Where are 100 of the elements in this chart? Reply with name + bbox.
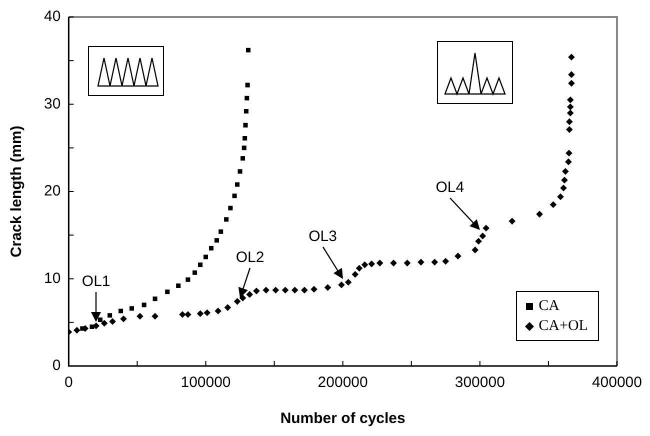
point: [310, 286, 318, 293]
point: [152, 312, 158, 320]
point: [100, 320, 108, 327]
point: [242, 146, 246, 150]
point: [566, 96, 574, 104]
point: [562, 168, 569, 175]
point: [566, 103, 574, 110]
point: [246, 291, 254, 298]
point: [108, 313, 112, 318]
point: [291, 286, 298, 294]
point: [568, 71, 575, 78]
point: [472, 246, 479, 254]
point: [118, 308, 124, 314]
point: [404, 260, 411, 266]
point: [253, 288, 260, 294]
point: [301, 286, 308, 294]
point: [561, 176, 568, 184]
point: [218, 229, 224, 234]
point: [566, 126, 573, 133]
annotation: OL2: [236, 248, 264, 266]
point: [282, 286, 289, 294]
point: [262, 286, 270, 294]
point: [272, 286, 280, 294]
point: [246, 48, 251, 52]
point: [454, 252, 462, 260]
point: [228, 206, 233, 210]
point: [203, 254, 208, 260]
point: [376, 260, 384, 266]
y-tick-label: 20: [44, 182, 61, 200]
annotation: OL4: [436, 178, 464, 196]
x-axis-title: Number of cycles: [280, 410, 406, 428]
point: [245, 82, 250, 88]
point: [442, 258, 450, 265]
point: [120, 315, 127, 322]
point: [235, 182, 240, 187]
point: [165, 290, 170, 294]
point: [80, 326, 85, 331]
point: [129, 306, 134, 311]
point: [536, 210, 543, 218]
point: [568, 80, 575, 87]
point: [240, 156, 246, 161]
point: [98, 317, 102, 322]
point: [324, 284, 332, 291]
point: [238, 169, 242, 174]
point: [192, 270, 198, 275]
x-tick-label: 400000: [592, 374, 642, 392]
point: [557, 193, 564, 200]
point: [344, 278, 352, 286]
x-tick-label: 100000: [180, 374, 231, 392]
point: [234, 298, 241, 305]
point: [368, 260, 376, 268]
point: [142, 302, 146, 308]
point: [475, 238, 482, 245]
y-tick-label: 30: [44, 95, 61, 112]
legend-label: CA+OL: [538, 318, 588, 334]
point: [242, 136, 248, 141]
point: [152, 296, 158, 302]
point: [224, 217, 229, 222]
y-tick-label: 0: [52, 357, 61, 374]
point: [390, 260, 397, 266]
point: [508, 218, 516, 225]
point: [565, 158, 572, 166]
annotation: OL1: [82, 272, 110, 290]
point: [224, 304, 232, 311]
point: [356, 264, 363, 272]
point: [184, 311, 192, 318]
point: [136, 312, 144, 320]
legend-label: CA: [538, 298, 560, 314]
point: [208, 246, 214, 250]
y-axis-title: Crack length (mm): [8, 126, 26, 258]
point: [90, 324, 94, 329]
point: [176, 283, 181, 288]
point: [568, 54, 575, 61]
point: [196, 310, 204, 318]
y-tick-label: 10: [44, 270, 61, 287]
point: [198, 262, 203, 268]
point: [566, 110, 574, 116]
point: [566, 150, 572, 157]
point: [418, 258, 424, 266]
point: [74, 326, 80, 334]
point: [550, 201, 557, 208]
point: [566, 118, 573, 126]
point: [560, 184, 567, 192]
point: [186, 277, 190, 282]
point: [243, 122, 248, 128]
point: [361, 261, 368, 268]
x-tick-label: 0: [64, 374, 73, 392]
point: [109, 318, 116, 325]
point: [244, 108, 248, 114]
x-tick-label: 300000: [454, 374, 505, 392]
annotation: OL3: [308, 228, 337, 245]
point: [244, 96, 250, 100]
point: [214, 308, 222, 314]
point: [204, 309, 211, 316]
point: [479, 232, 486, 240]
point: [232, 194, 237, 198]
x-tick-label: 200000: [318, 374, 368, 392]
point: [239, 294, 246, 302]
point: [214, 238, 219, 243]
y-tick-label: 40: [44, 8, 61, 26]
